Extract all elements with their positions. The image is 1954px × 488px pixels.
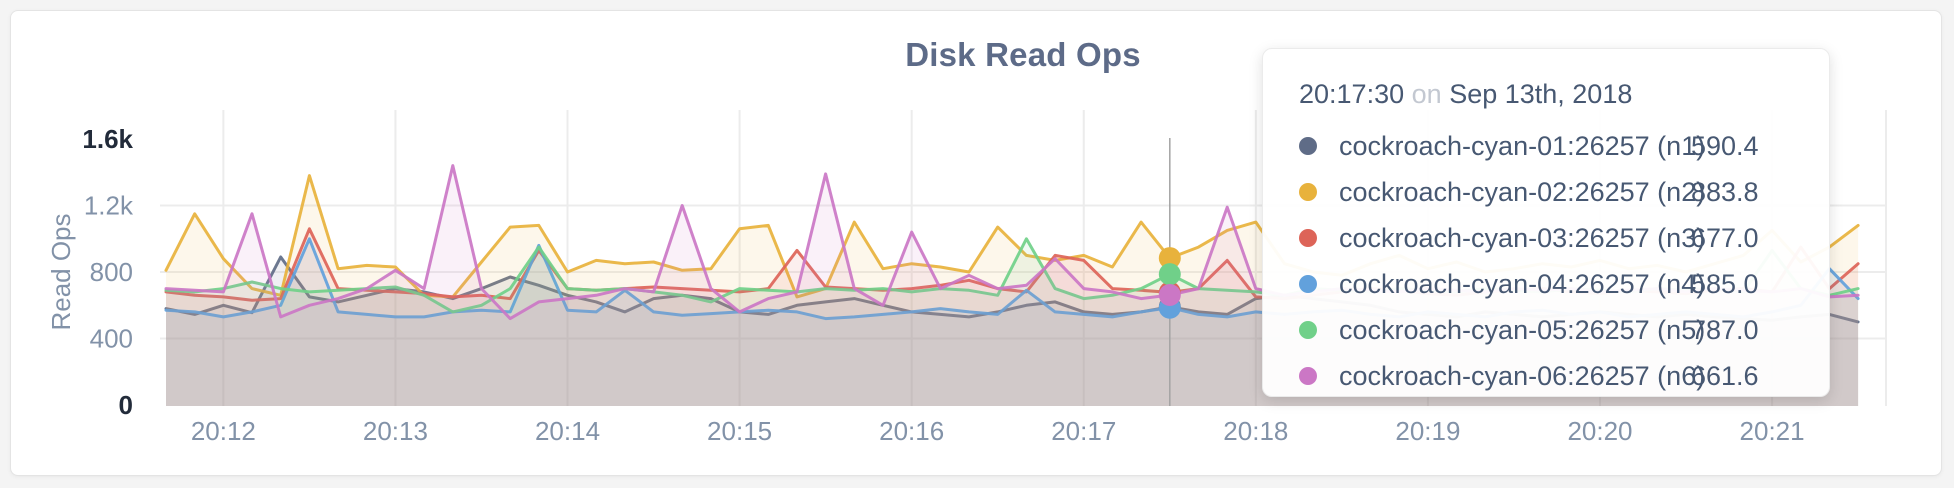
tooltip-on-word: on bbox=[1411, 79, 1442, 109]
tooltip-row: cockroach-cyan-02:26257 (n2) 883.8 bbox=[1299, 169, 1803, 215]
series-value: 590.4 bbox=[1691, 130, 1759, 161]
y-axis-labels: 0 400 800 1.2k 1.6k bbox=[82, 124, 134, 420]
y-tick-label: 1.6k bbox=[82, 124, 133, 154]
y-tick-label: 400 bbox=[90, 324, 133, 354]
series-color-dot bbox=[1299, 183, 1317, 201]
series-label: cockroach-cyan-04:26257 (n4) bbox=[1339, 268, 1706, 299]
hover-dot-n6 bbox=[1158, 284, 1181, 307]
tooltip-row: cockroach-cyan-04:26257 (n4) 585.0 bbox=[1299, 261, 1803, 307]
x-axis-labels: 20:12 20:13 20:14 20:15 20:16 20:17 20:18 20:19… bbox=[191, 416, 1805, 446]
tooltip-row: cockroach-cyan-05:26257 (n5) 787.0 bbox=[1299, 307, 1803, 353]
y-tick-label: 1.2k bbox=[84, 191, 134, 221]
series-label: cockroach-cyan-06:26257 (n6) bbox=[1339, 360, 1706, 391]
tooltip-date: Sep 13th, 2018 bbox=[1449, 79, 1633, 109]
x-tick-label: 20:16 bbox=[879, 416, 944, 446]
series-value: 661.6 bbox=[1691, 360, 1759, 391]
x-tick-label: 20:21 bbox=[1740, 416, 1805, 446]
hover-tooltip: 20:17:30 on Sep 13th, 2018 cockroach-cya… bbox=[1262, 48, 1830, 397]
x-tick-label: 20:17 bbox=[1051, 416, 1116, 446]
tooltip-row: cockroach-cyan-01:26257 (n1) 590.4 bbox=[1299, 123, 1803, 169]
series-label: cockroach-cyan-01:26257 (n1) bbox=[1339, 130, 1706, 161]
hover-dot-n5 bbox=[1158, 263, 1181, 286]
series-color-dot bbox=[1299, 367, 1317, 385]
series-value: 787.0 bbox=[1691, 314, 1759, 345]
series-label: cockroach-cyan-03:26257 (n3) bbox=[1339, 222, 1706, 253]
x-tick-label: 20:20 bbox=[1567, 416, 1632, 446]
series-value: 585.0 bbox=[1691, 268, 1759, 299]
x-tick-label: 20:19 bbox=[1395, 416, 1460, 446]
tooltip-row: cockroach-cyan-03:26257 (n3) 677.0 bbox=[1299, 215, 1803, 261]
hover-dot-n2 bbox=[1158, 247, 1181, 270]
x-tick-label: 20:18 bbox=[1223, 416, 1288, 446]
series-label: cockroach-cyan-02:26257 (n2) bbox=[1339, 176, 1706, 207]
x-tick-label: 20:14 bbox=[535, 416, 600, 446]
y-tick-label: 0 bbox=[119, 390, 133, 420]
chart-title: Disk Read Ops bbox=[905, 36, 1141, 73]
y-axis-title: Read Ops bbox=[46, 213, 76, 330]
series-label: cockroach-cyan-05:26257 (n5) bbox=[1339, 314, 1706, 345]
tooltip-time: 20:17:30 bbox=[1299, 79, 1405, 109]
series-color-dot bbox=[1299, 229, 1317, 247]
series-color-dot bbox=[1299, 321, 1317, 339]
series-color-dot bbox=[1299, 137, 1317, 155]
series-value: 677.0 bbox=[1691, 222, 1759, 253]
x-tick-label: 20:15 bbox=[707, 416, 772, 446]
x-tick-label: 20:13 bbox=[363, 416, 428, 446]
tooltip-row: cockroach-cyan-06:26257 (n6) 661.6 bbox=[1299, 353, 1803, 399]
y-tick-label: 800 bbox=[90, 257, 133, 287]
tooltip-timestamp: 20:17:30 on Sep 13th, 2018 bbox=[1299, 79, 1803, 110]
x-tick-label: 20:12 bbox=[191, 416, 256, 446]
series-value: 883.8 bbox=[1691, 176, 1759, 207]
series-color-dot bbox=[1299, 275, 1317, 293]
